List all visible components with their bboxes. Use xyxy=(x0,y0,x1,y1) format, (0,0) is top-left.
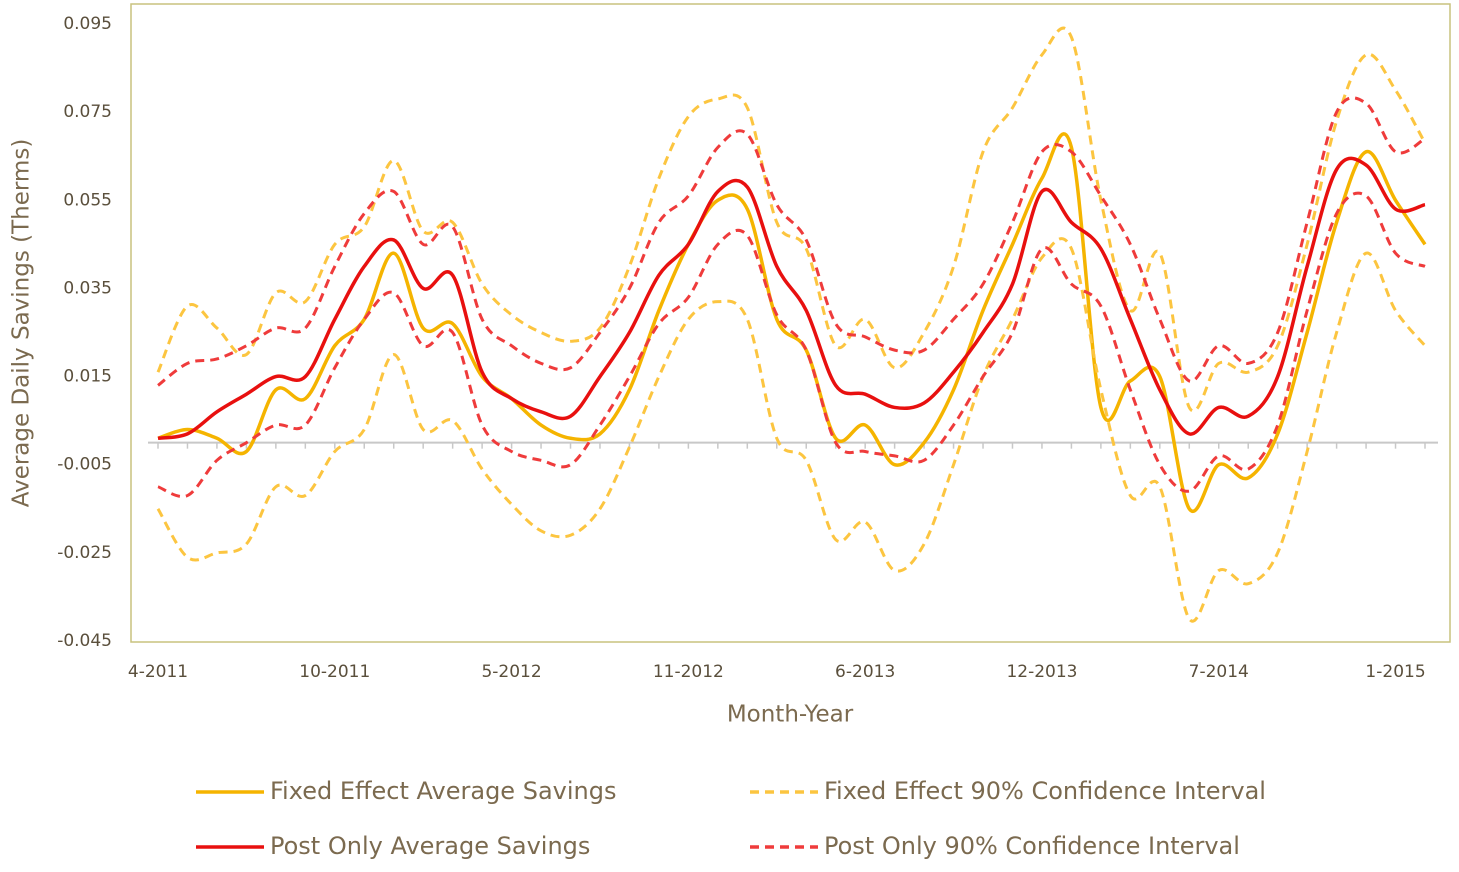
x-tick-label: 12-2013 xyxy=(1006,662,1077,682)
legend-label: Fixed Effect Average Savings xyxy=(270,777,616,805)
x-tick-label: 6-2013 xyxy=(835,662,895,682)
y-tick-label: 0.075 xyxy=(63,102,112,122)
y-tick-label: -0.025 xyxy=(57,543,112,563)
y-tick-label: 0.095 xyxy=(63,14,112,34)
y-axis-title: Average Daily Savings (Therms) xyxy=(9,139,35,508)
x-axis-title: Month-Year xyxy=(727,702,854,728)
series-line xyxy=(157,191,1426,499)
x-tick-label: 5-2012 xyxy=(481,662,541,682)
series-line xyxy=(157,156,1426,441)
y-tick-label: 0.035 xyxy=(63,278,112,298)
series-line xyxy=(157,132,1427,514)
plot-frame xyxy=(130,3,1451,643)
y-tick-label: -0.045 xyxy=(57,631,112,651)
series-line xyxy=(157,96,1426,387)
x-tick-label: 7-2014 xyxy=(1189,662,1249,682)
y-tick-label: 0.015 xyxy=(63,367,112,387)
legend-label: Post Only Average Savings xyxy=(270,832,590,860)
x-tick-label: 4-2011 xyxy=(128,662,188,682)
y-tick-label: -0.005 xyxy=(57,455,112,475)
series-line xyxy=(156,237,1427,623)
x-tick-label: 10-2011 xyxy=(299,662,370,682)
legend-label: Fixed Effect 90% Confidence Interval xyxy=(824,777,1266,805)
y-tick-label: 0.055 xyxy=(63,190,112,210)
legend-label: Post Only 90% Confidence Interval xyxy=(824,832,1240,860)
x-tick-label: 11-2012 xyxy=(653,662,724,682)
x-tick-label: 1-2015 xyxy=(1365,662,1425,682)
